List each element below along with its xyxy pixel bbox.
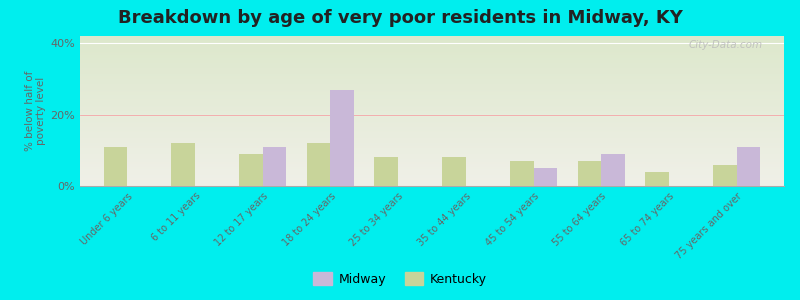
Bar [737,147,760,186]
Bar [171,143,195,186]
Bar [330,90,354,186]
Bar [239,154,262,186]
Text: Breakdown by age of very poor residents in Midway, KY: Breakdown by age of very poor residents … [118,9,682,27]
Y-axis label: % below half of
poverty level: % below half of poverty level [25,71,46,151]
Bar [713,165,737,186]
Bar [262,147,286,186]
Bar [510,161,534,186]
Bar [306,143,330,186]
Bar [646,172,669,186]
Bar [534,168,558,186]
Bar [104,147,127,186]
Legend: Midway, Kentucky: Midway, Kentucky [308,267,492,291]
Bar [442,158,466,186]
Bar [578,161,602,186]
Text: City-Data.com: City-Data.com [689,40,763,50]
Bar [374,158,398,186]
Bar [602,154,625,186]
